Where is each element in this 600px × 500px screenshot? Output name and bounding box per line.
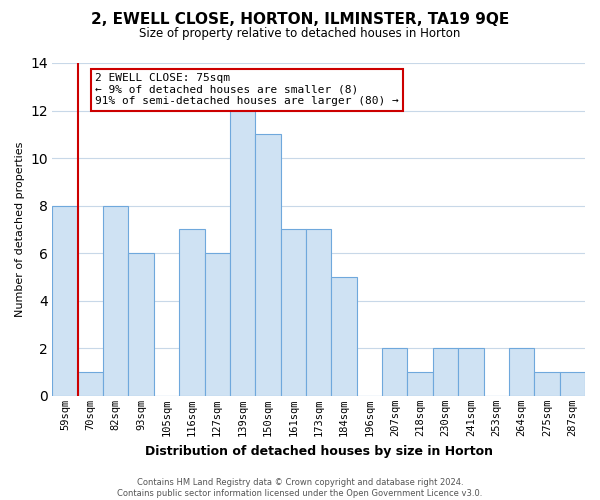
Bar bbox=[458, 348, 484, 396]
X-axis label: Distribution of detached houses by size in Horton: Distribution of detached houses by size … bbox=[145, 444, 493, 458]
Text: Size of property relative to detached houses in Horton: Size of property relative to detached ho… bbox=[139, 28, 461, 40]
Text: 2, EWELL CLOSE, HORTON, ILMINSTER, TA19 9QE: 2, EWELL CLOSE, HORTON, ILMINSTER, TA19 … bbox=[91, 12, 509, 28]
Bar bbox=[534, 372, 560, 396]
Text: 2 EWELL CLOSE: 75sqm
← 9% of detached houses are smaller (8)
91% of semi-detache: 2 EWELL CLOSE: 75sqm ← 9% of detached ho… bbox=[95, 73, 399, 106]
Bar bbox=[205, 253, 230, 396]
Bar bbox=[255, 134, 281, 396]
Bar bbox=[52, 206, 78, 396]
Bar bbox=[509, 348, 534, 396]
Bar bbox=[179, 230, 205, 396]
Text: Contains HM Land Registry data © Crown copyright and database right 2024.
Contai: Contains HM Land Registry data © Crown c… bbox=[118, 478, 482, 498]
Bar bbox=[103, 206, 128, 396]
Bar bbox=[281, 230, 306, 396]
Y-axis label: Number of detached properties: Number of detached properties bbox=[15, 142, 25, 317]
Bar bbox=[407, 372, 433, 396]
Bar bbox=[78, 372, 103, 396]
Bar bbox=[128, 253, 154, 396]
Bar bbox=[331, 277, 357, 396]
Bar bbox=[560, 372, 585, 396]
Bar bbox=[433, 348, 458, 396]
Bar bbox=[306, 230, 331, 396]
Bar bbox=[230, 110, 255, 396]
Bar bbox=[382, 348, 407, 396]
